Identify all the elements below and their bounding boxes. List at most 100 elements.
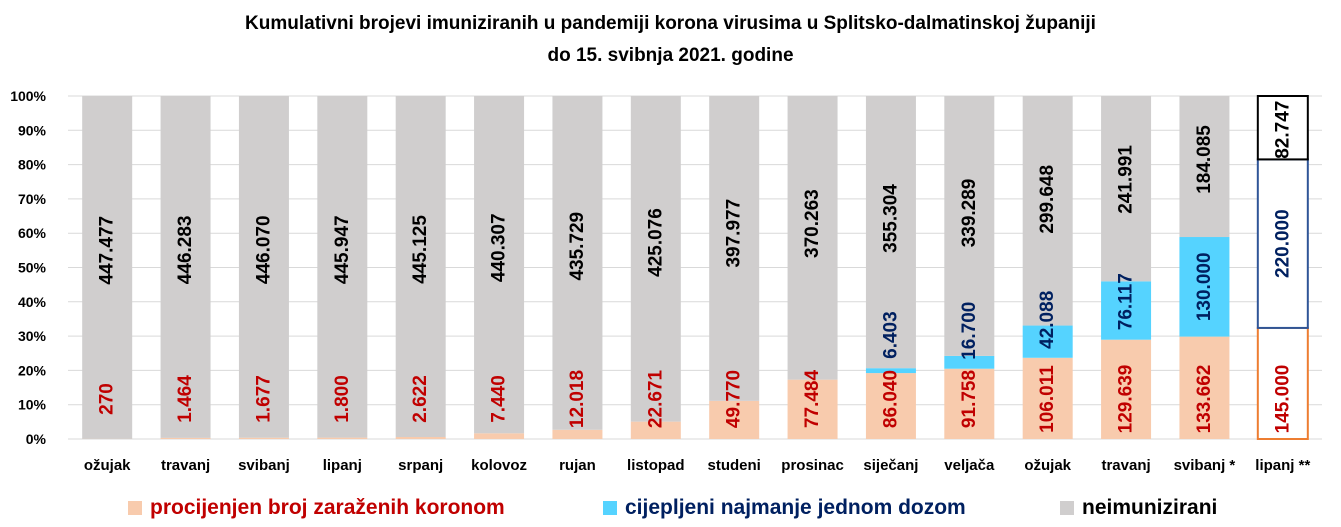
bar-unimmunized [395,96,446,437]
bar-unimmunized [82,96,133,439]
x-tick-label: listopad [627,457,685,474]
legend-item-vaccinated: cijepljeni najmanje jednom dozom [603,493,966,523]
data-label: 49.770 [724,370,745,428]
data-label: 22.671 [645,370,666,429]
bar-unimmunized [787,96,838,380]
data-label: 220.000 [1272,209,1293,278]
data-label: 445.947 [332,215,353,284]
legend-item-infected: procijenjen broj zaraženih koronom [128,493,505,523]
bar-infected [160,437,211,439]
legend-swatch-infected [128,501,142,515]
data-label: 77.484 [802,370,823,429]
bar-infected [395,436,446,439]
data-label: 16.700 [959,302,980,360]
bar-infected [1256,326,1309,440]
bar-unimmunized [1179,96,1230,238]
data-label: 355.304 [880,184,901,253]
data-label: 370.263 [802,189,823,258]
bar-unimmunized [630,96,681,422]
data-label: 1.677 [253,375,274,423]
bar-unimmunized [238,96,289,438]
bar-infected [944,368,995,439]
legend-swatch-vaccinated [603,501,617,515]
bar-infected [1179,336,1230,439]
bar-vaccinated [944,355,995,369]
bar-infected [1022,357,1073,439]
data-label: 446.070 [253,215,274,284]
bar-vaccinated [1179,237,1230,337]
data-label: 241.991 [1116,145,1137,214]
data-label: 445.125 [410,215,431,284]
data-label: 397.977 [724,199,745,268]
bar-infected [787,379,838,439]
data-label: 425.076 [645,208,666,277]
y-tick-label: 0% [26,431,47,447]
data-label: 145.000 [1272,365,1293,434]
bar-vaccinated [1101,281,1152,340]
bar-infected [1101,339,1152,439]
y-tick-label: 100% [10,88,46,104]
x-tick-label: svibanj [238,457,290,474]
data-label: 299.648 [1037,165,1058,234]
y-tick-label: 80% [18,157,47,173]
x-tick-label: studeni [708,457,761,474]
bar-unimmunized [1101,96,1152,282]
bar-unimmunized [709,96,760,401]
bar-unimmunized [1022,96,1073,326]
data-label: 82.747 [1272,101,1293,159]
data-label: 86.040 [880,370,901,428]
data-label: 106.011 [1037,365,1058,433]
legend-item-unimmunized: neimunizirani [1060,493,1217,523]
bar-infected [238,437,289,439]
data-label: 447.477 [97,216,118,285]
y-tick-label: 40% [18,294,47,310]
x-tick-label: ožujak [1024,457,1071,474]
y-tick-label: 20% [18,362,47,378]
bar-infected [709,400,760,439]
data-label: 339.289 [959,179,980,248]
bar-unimmunized [474,96,525,434]
x-tick-label: srpanj [398,457,443,474]
data-label: 76.117 [1116,273,1137,330]
y-tick-label: 30% [18,328,47,344]
data-label: 2.622 [410,375,431,423]
bar-infected [865,373,916,439]
bar-unimmunized [317,96,368,438]
data-label: 440.307 [489,213,510,282]
x-tick-label: veljača [944,457,995,474]
x-tick-label: travanj [1101,457,1150,474]
data-label: 133.662 [1194,365,1215,434]
legend-swatch-unimmunized [1060,501,1074,515]
x-tick-label: lipanj ** [1255,457,1310,474]
data-label: 7.440 [489,375,510,423]
bar-unimmunized [865,96,916,369]
chart-title: Kumulativni brojevi imuniziranih u pande… [245,13,1096,34]
data-label: 184.085 [1194,125,1215,194]
x-tick-label: rujan [559,457,596,474]
data-label: 1.464 [175,375,196,423]
bar-unimmunized [1256,95,1309,161]
stacked-bar-chart: 0% 10% 20% 30% 40% 50% 60% 70% 80% 90% 100% 270 447.… [10,88,1322,474]
bar-unimmunized [160,96,211,438]
bar-vaccinated [865,368,916,374]
legend-label-vaccinated: cijepljeni najmanje jednom dozom [625,496,966,519]
data-label: 129.639 [1116,365,1137,434]
data-label: 130.000 [1194,252,1215,321]
bar-infected [552,429,603,439]
x-tick-label: siječanj [863,457,918,474]
data-label: 435.729 [567,212,588,281]
y-tick-label: 50% [18,260,47,276]
x-tick-label: kolovoz [471,457,527,474]
x-tick-label: prosinac [781,457,844,474]
x-tick-label: travanj [161,457,210,474]
data-label: 1.800 [332,375,353,423]
data-label: 12.018 [567,370,588,428]
x-tick-label: svibanj * [1174,457,1236,474]
data-label: 270 [97,383,118,415]
data-label: 446.283 [175,216,196,285]
data-label: 42.088 [1037,291,1058,349]
legend-label-infected: procijenjen broj zaraženih koronom [150,496,505,519]
bar-infected [317,437,368,439]
chart-subtitle: do 15. svibnja 2021. godine [547,45,794,66]
bar-vaccinated [1022,325,1073,358]
